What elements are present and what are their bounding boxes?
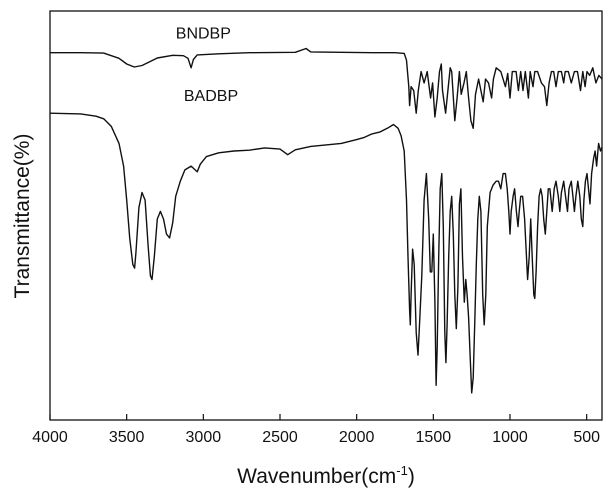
x-tick-label-3500: 3500	[109, 429, 145, 446]
series-label-badbp: BADBP	[184, 88, 238, 105]
x-tick-label-500: 500	[573, 429, 600, 446]
series-group	[49, 47, 603, 394]
x-tick-label-3000: 3000	[186, 429, 222, 446]
x-tick-label-2000: 2000	[339, 429, 375, 446]
x-tick-label-4000: 4000	[32, 429, 68, 446]
x-axis-tick-labels: 4000 3500 3000 2500 2000 1500 1000 500	[32, 429, 600, 446]
series-label-bndbp: BNDBP	[176, 26, 231, 43]
series-line-badbp	[49, 112, 603, 394]
series-labels: BNDBP BADBP	[176, 26, 238, 105]
series-line-bndbp	[50, 47, 603, 129]
y-axis-title: Transmittance(%)	[11, 134, 34, 299]
x-tick-label-1500: 1500	[416, 429, 452, 446]
x-tick-label-2500: 2500	[262, 429, 298, 446]
x-tick-label-1000: 1000	[492, 429, 528, 446]
x-axis-ticks	[49, 414, 588, 420]
x-axis-title: Wavenumber(cm-1)	[237, 463, 415, 488]
plot-frame	[49, 10, 603, 421]
